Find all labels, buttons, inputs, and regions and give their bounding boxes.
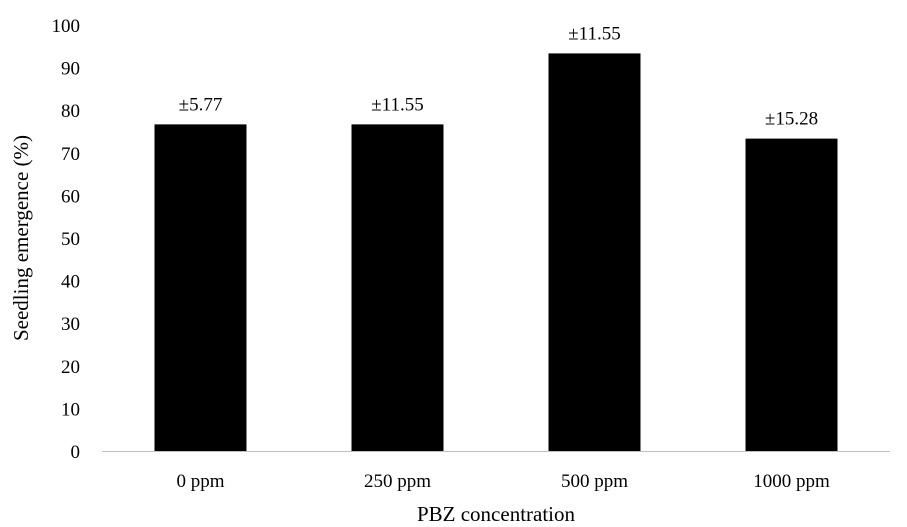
- y-tick-label: 100: [52, 16, 81, 37]
- y-tick-label: 70: [61, 144, 80, 165]
- x-tick-label: 250 ppm: [364, 471, 431, 492]
- y-axis-ticks: 0 10 20 30 40 50 60 70 80 90 100: [52, 16, 81, 463]
- x-axis-ticks: 0 ppm 250 ppm 500 ppm 1000 ppm: [176, 471, 830, 492]
- bar: [154, 124, 247, 451]
- error-label: ±5.77: [179, 94, 223, 115]
- x-tick-label: 500 ppm: [561, 471, 628, 492]
- bar: [745, 138, 838, 451]
- y-tick-label: 90: [61, 59, 80, 80]
- y-tick-label: 40: [61, 272, 80, 293]
- x-axis-label: PBZ concentration: [417, 502, 576, 526]
- y-tick-label: 0: [71, 442, 81, 463]
- error-label: ±15.28: [765, 109, 818, 130]
- error-label: ±11.55: [568, 23, 620, 44]
- y-tick-label: 10: [61, 399, 80, 420]
- bar: [548, 53, 641, 452]
- y-axis-label: Seedling emergence (%): [9, 135, 33, 341]
- x-tick-label: 1000 ppm: [753, 471, 830, 492]
- y-tick-label: 50: [61, 229, 80, 250]
- error-labels: ±5.77 ±11.55 ±11.55 ±15.28: [179, 23, 818, 129]
- error-label: ±11.55: [371, 94, 423, 115]
- bar: [351, 124, 444, 451]
- y-tick-label: 30: [61, 314, 80, 335]
- bars: [154, 53, 838, 452]
- y-tick-label: 80: [61, 101, 80, 122]
- y-tick-label: 60: [61, 186, 80, 207]
- y-tick-label: 20: [61, 357, 80, 378]
- x-tick-label: 0 ppm: [176, 471, 224, 492]
